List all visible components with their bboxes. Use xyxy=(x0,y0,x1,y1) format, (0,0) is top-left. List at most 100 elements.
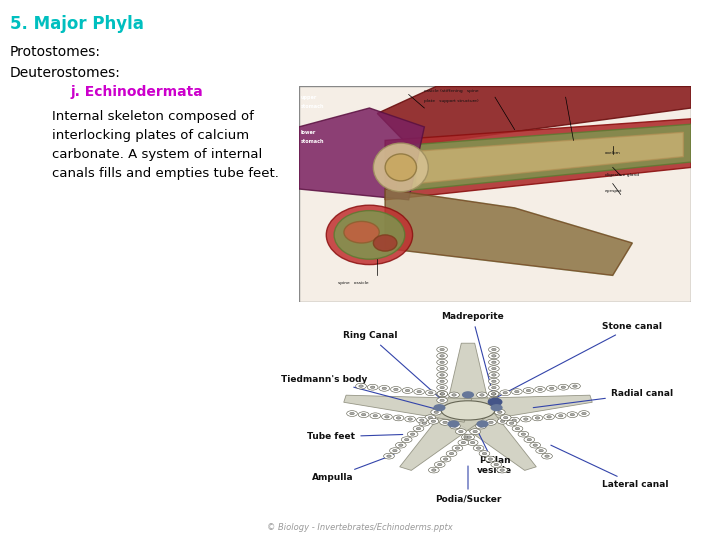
Polygon shape xyxy=(343,395,472,422)
Circle shape xyxy=(492,367,496,370)
Circle shape xyxy=(570,414,575,416)
Circle shape xyxy=(539,449,544,452)
Circle shape xyxy=(485,456,496,462)
Circle shape xyxy=(530,442,541,448)
Circle shape xyxy=(503,392,508,394)
Polygon shape xyxy=(464,395,593,422)
Circle shape xyxy=(440,367,444,370)
Circle shape xyxy=(558,384,569,390)
Circle shape xyxy=(373,415,377,417)
Circle shape xyxy=(506,420,517,426)
Circle shape xyxy=(426,390,436,396)
Circle shape xyxy=(405,389,410,392)
Polygon shape xyxy=(446,343,490,410)
Circle shape xyxy=(582,413,586,415)
Polygon shape xyxy=(397,124,691,192)
Circle shape xyxy=(422,422,427,424)
Circle shape xyxy=(443,421,447,423)
Circle shape xyxy=(527,438,531,441)
Circle shape xyxy=(437,391,448,397)
Circle shape xyxy=(462,434,472,440)
Polygon shape xyxy=(449,404,536,470)
Circle shape xyxy=(402,388,413,394)
Circle shape xyxy=(476,423,487,429)
Circle shape xyxy=(489,359,499,365)
Text: Radial canal: Radial canal xyxy=(534,389,673,408)
Circle shape xyxy=(416,417,427,423)
Circle shape xyxy=(532,415,543,421)
Circle shape xyxy=(437,353,447,359)
Circle shape xyxy=(394,388,398,390)
Circle shape xyxy=(405,416,415,422)
Circle shape xyxy=(516,428,520,430)
Circle shape xyxy=(500,390,510,396)
Circle shape xyxy=(384,453,395,459)
Circle shape xyxy=(541,453,552,459)
Circle shape xyxy=(453,425,457,427)
Circle shape xyxy=(440,420,451,425)
Circle shape xyxy=(440,374,444,376)
Polygon shape xyxy=(377,86,691,146)
Circle shape xyxy=(446,451,457,456)
Circle shape xyxy=(492,393,496,395)
Circle shape xyxy=(492,361,496,363)
Circle shape xyxy=(546,386,557,391)
Circle shape xyxy=(545,455,549,457)
Text: spine   ossicle: spine ossicle xyxy=(338,281,369,285)
Circle shape xyxy=(431,420,436,422)
Circle shape xyxy=(535,387,546,393)
Circle shape xyxy=(512,426,523,431)
Circle shape xyxy=(350,413,354,415)
Circle shape xyxy=(491,462,502,468)
Circle shape xyxy=(464,434,474,440)
Circle shape xyxy=(494,463,498,466)
Circle shape xyxy=(498,418,508,424)
Circle shape xyxy=(425,415,436,421)
Circle shape xyxy=(470,441,475,444)
Circle shape xyxy=(440,380,444,382)
Circle shape xyxy=(356,383,366,389)
Circle shape xyxy=(444,458,448,460)
Circle shape xyxy=(464,436,469,438)
Circle shape xyxy=(449,423,460,429)
Circle shape xyxy=(440,393,445,395)
Circle shape xyxy=(492,387,496,389)
Ellipse shape xyxy=(385,154,416,181)
Circle shape xyxy=(515,390,519,393)
Circle shape xyxy=(549,387,554,389)
Polygon shape xyxy=(416,132,683,184)
Circle shape xyxy=(477,392,487,398)
Circle shape xyxy=(405,438,409,441)
Circle shape xyxy=(488,391,499,397)
Circle shape xyxy=(489,353,499,359)
Circle shape xyxy=(533,444,537,447)
Polygon shape xyxy=(400,404,487,470)
Circle shape xyxy=(473,445,484,451)
Text: Stone canal: Stone canal xyxy=(498,322,662,397)
Circle shape xyxy=(428,416,433,419)
Text: © Biology - Invertebrates/Echinoderms.pptx: © Biology - Invertebrates/Echinoderms.pp… xyxy=(267,523,453,532)
Circle shape xyxy=(396,417,401,419)
Text: Madreporite: Madreporite xyxy=(441,312,504,399)
Circle shape xyxy=(434,462,445,468)
Circle shape xyxy=(408,431,418,437)
Text: j. Echinodermata: j. Echinodermata xyxy=(70,85,203,99)
Circle shape xyxy=(437,347,447,353)
Circle shape xyxy=(449,392,459,398)
Circle shape xyxy=(434,405,445,410)
Circle shape xyxy=(467,440,478,445)
Circle shape xyxy=(492,399,496,402)
Circle shape xyxy=(456,429,467,435)
Circle shape xyxy=(500,469,505,471)
Text: Tube feet: Tube feet xyxy=(307,433,402,441)
Circle shape xyxy=(489,379,499,384)
Circle shape xyxy=(437,379,447,384)
Ellipse shape xyxy=(344,221,379,243)
Circle shape xyxy=(449,453,454,455)
Circle shape xyxy=(393,415,404,421)
Circle shape xyxy=(535,417,540,419)
Text: Ampulla: Ampulla xyxy=(312,455,394,482)
Circle shape xyxy=(473,430,477,433)
Circle shape xyxy=(401,437,412,443)
Circle shape xyxy=(440,399,444,402)
